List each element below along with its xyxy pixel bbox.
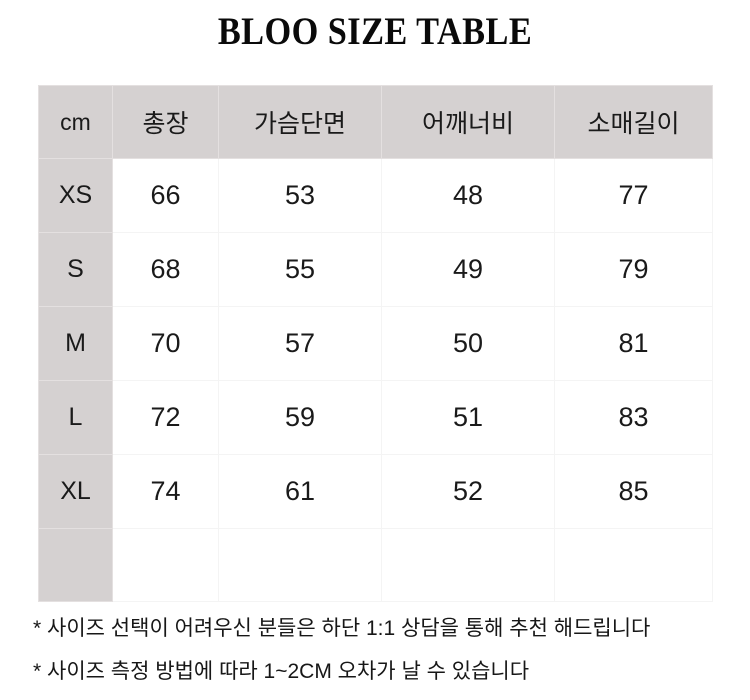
table-row: XL 74 61 52 85 — [38, 454, 713, 529]
cell-shoulder-width: 51 — [381, 380, 555, 455]
column-header-unit: cm — [38, 85, 113, 159]
footnote-consultation: * 사이즈 선택이 어려우신 분들은 하단 1:1 상담을 통해 추천 해드립니… — [33, 617, 651, 640]
table-row: S 68 55 49 79 — [38, 232, 713, 307]
cell-empty-chest-width — [218, 528, 382, 602]
cell-empty-total-length — [112, 528, 219, 602]
cell-total-length: 70 — [112, 306, 219, 381]
cell-chest-width: 53 — [218, 158, 382, 233]
cell-chest-width: 55 — [218, 232, 382, 307]
table-row-empty — [38, 528, 713, 602]
table-header-row: cm 총장 가슴단면 어깨너비 소매길이 — [38, 85, 713, 159]
table-header: cm 총장 가슴단면 어깨너비 소매길이 — [38, 85, 713, 159]
size-label-l: L — [38, 380, 113, 455]
cell-total-length: 72 — [112, 380, 219, 455]
cell-empty-sleeve-length — [554, 528, 713, 602]
table-body: XS 66 53 48 77 S 68 55 49 79 M 70 57 50 … — [38, 158, 713, 602]
size-label-xl: XL — [38, 454, 113, 529]
cell-chest-width: 57 — [218, 306, 382, 381]
cell-total-length: 74 — [112, 454, 219, 529]
size-label-s: S — [38, 232, 113, 307]
cell-total-length: 68 — [112, 232, 219, 307]
cell-sleeve-length: 77 — [554, 158, 713, 233]
page-title: BLOO SIZE TABLE — [217, 10, 533, 53]
column-header-chest-width: 가슴단면 — [218, 85, 382, 159]
footnote-tolerance: * 사이즈 측정 방법에 따라 1~2CM 오차가 날 수 있습니다 — [33, 660, 530, 683]
footnotes: * 사이즈 선택이 어려우신 분들은 하단 1:1 상담을 통해 추천 해드립니… — [33, 607, 733, 693]
size-label-xs: XS — [38, 158, 113, 233]
size-chart-table: cm 총장 가슴단면 어깨너비 소매길이 XS 66 53 48 77 S 68… — [38, 85, 713, 602]
cell-sleeve-length: 85 — [554, 454, 713, 529]
cell-sleeve-length: 79 — [554, 232, 713, 307]
size-label-empty — [38, 528, 113, 602]
table-row: L 72 59 51 83 — [38, 380, 713, 455]
table-row: XS 66 53 48 77 — [38, 158, 713, 233]
cell-empty-shoulder-width — [381, 528, 555, 602]
column-header-total-length: 총장 — [112, 85, 219, 159]
column-header-shoulder-width: 어깨너비 — [381, 85, 555, 159]
column-header-sleeve-length: 소매길이 — [554, 85, 713, 159]
cell-sleeve-length: 81 — [554, 306, 713, 381]
cell-chest-width: 59 — [218, 380, 382, 455]
size-label-m: M — [38, 306, 113, 381]
cell-total-length: 66 — [112, 158, 219, 233]
cell-shoulder-width: 49 — [381, 232, 555, 307]
cell-shoulder-width: 52 — [381, 454, 555, 529]
table-row: M 70 57 50 81 — [38, 306, 713, 381]
cell-shoulder-width: 50 — [381, 306, 555, 381]
cell-sleeve-length: 83 — [554, 380, 713, 455]
cell-shoulder-width: 48 — [381, 158, 555, 233]
cell-chest-width: 61 — [218, 454, 382, 529]
